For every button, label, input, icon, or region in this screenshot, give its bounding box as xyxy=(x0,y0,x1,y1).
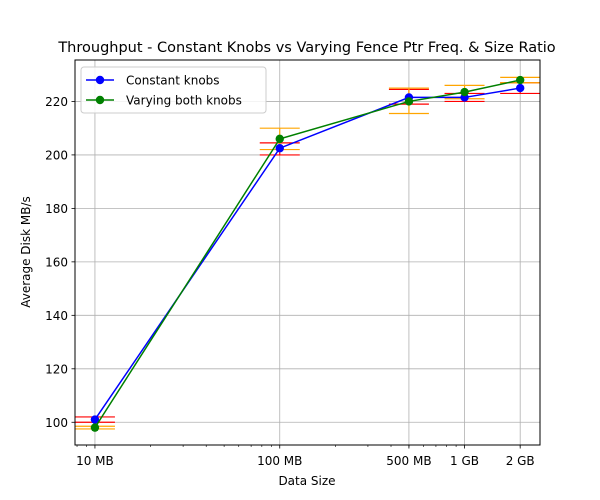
y-axis-label: Average Disk MB/s xyxy=(19,196,33,308)
series-point-2 xyxy=(90,423,100,432)
series-point-1 xyxy=(515,83,525,93)
series xyxy=(90,75,525,432)
series-point-1 xyxy=(275,144,284,153)
y-tick-label: 200 xyxy=(45,148,68,162)
x-tick-label: 1 GB xyxy=(450,454,479,468)
x-tick-label: 500 MB xyxy=(386,454,431,468)
legend-label: Constant knobs xyxy=(126,74,220,88)
chart-title: Throughput - Constant Knobs vs Varying F… xyxy=(57,40,555,56)
series-point-1 xyxy=(90,415,100,424)
y-tick-label: 160 xyxy=(45,255,68,269)
y-tick-label: 100 xyxy=(45,416,68,430)
x-tick-label: 2 GB xyxy=(506,454,535,468)
legend: Constant knobs Varying both knobs xyxy=(80,66,267,114)
series-point-2 xyxy=(275,134,284,144)
ticks: 10 MB 100 MB 500 MB 1 GB 2 GB 100 120 140 160 180… xyxy=(45,95,535,468)
y-tick-label: 120 xyxy=(45,362,68,376)
grid xyxy=(75,60,540,445)
legend-marker xyxy=(95,75,105,85)
y-tick-label: 220 xyxy=(45,95,68,109)
series-point-2 xyxy=(515,75,525,85)
y-tick-label: 140 xyxy=(45,309,68,323)
plot-frame xyxy=(74,59,541,446)
legend-marker xyxy=(95,95,105,105)
x-tick-label: 10 MB xyxy=(76,454,114,468)
series-point-2 xyxy=(460,87,469,97)
x-tick-label: 100 MB xyxy=(257,454,302,468)
x-axis-label: Data Size xyxy=(278,474,335,488)
legend-box xyxy=(80,66,267,114)
series-point-2 xyxy=(404,97,414,106)
y-tick-label: 180 xyxy=(45,202,68,216)
legend-label: Varying both knobs xyxy=(126,94,242,108)
